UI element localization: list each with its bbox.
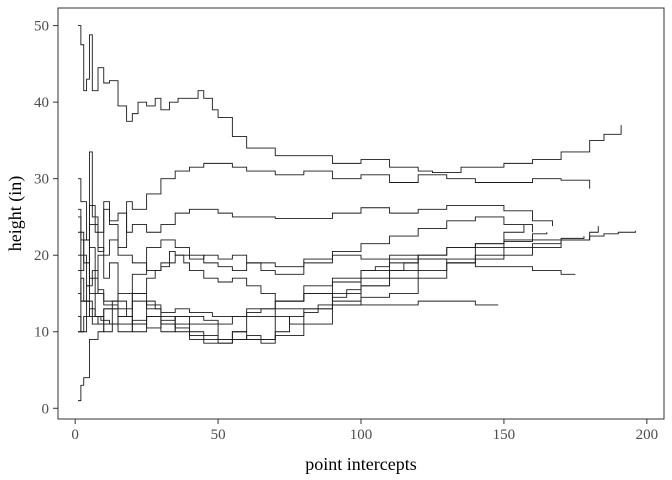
series-line-12 (78, 232, 548, 402)
x-tick-label: 200 (636, 427, 659, 443)
y-tick-label: 10 (34, 325, 49, 341)
series-line-10 (78, 293, 499, 333)
y-tick-label: 50 (34, 19, 49, 35)
series-line-11 (78, 208, 525, 302)
y-axis: 0 10 20 30 40 50 (34, 19, 58, 417)
series-line-1 (78, 25, 622, 173)
y-tick-label: 40 (34, 95, 49, 111)
x-tick-label: 0 (71, 427, 79, 443)
series-layer (78, 25, 636, 402)
series-line-3 (78, 201, 553, 287)
x-axis-title: point intercepts (305, 454, 416, 474)
x-tick-label: 150 (493, 427, 516, 443)
y-tick-label: 20 (34, 248, 49, 264)
y-tick-label: 0 (42, 401, 50, 417)
x-tick-label: 50 (211, 427, 226, 443)
x-tick-label: 100 (350, 427, 373, 443)
x-axis: 0 50 100 150 200 (71, 419, 658, 443)
y-axis-title: height (in) (5, 176, 26, 251)
y-tick-label: 30 (34, 172, 49, 188)
series-line-9 (78, 239, 576, 302)
series-line-7 (78, 216, 533, 325)
